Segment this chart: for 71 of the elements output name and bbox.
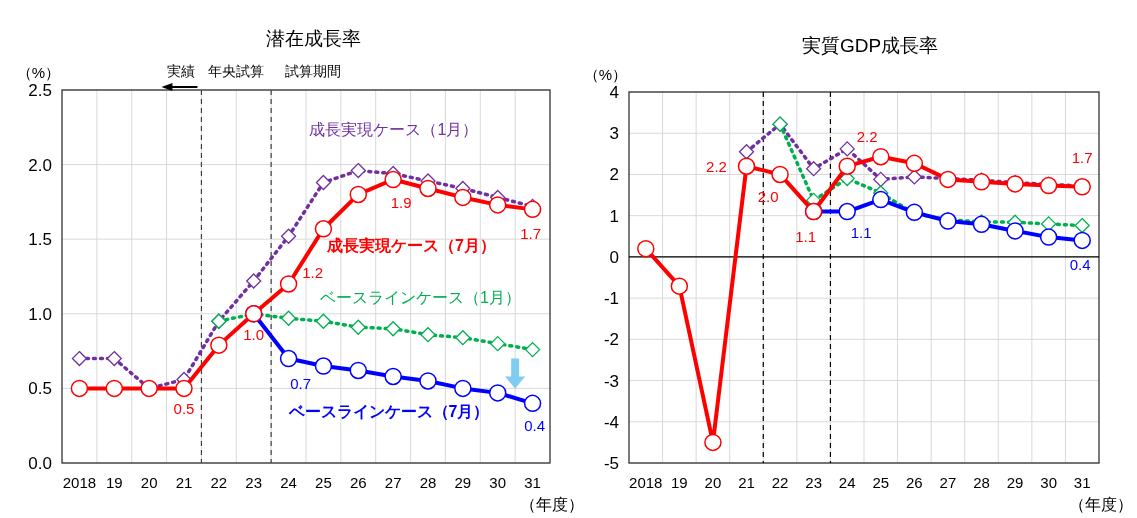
text: 成長実現ケース（1月）	[309, 120, 479, 138]
y-tick-label: 3	[609, 124, 619, 144]
x-tick-label: 27	[939, 474, 957, 491]
data-label: 2.2	[856, 128, 878, 146]
y-tick-label: 1.5	[28, 230, 52, 250]
x-tick-label: 25	[872, 474, 890, 491]
chart-title: 潜在成長率	[265, 28, 361, 49]
y-axis-title: （%）	[16, 64, 60, 81]
x-tick-label: 28	[973, 474, 990, 491]
x-tick-label: 31	[524, 474, 541, 491]
x-tick-label: 27	[384, 474, 402, 491]
series-label: ベースラインケース（7月）	[287, 402, 490, 421]
y-tick-label: 2.5	[28, 81, 52, 100]
y-tick-label: 0.0	[28, 454, 52, 473]
x-tick-label: 29	[454, 474, 472, 491]
y-tick-label: 2	[609, 165, 619, 185]
x-tick-label: 20	[704, 474, 722, 491]
data-label: 1.1	[850, 223, 872, 241]
data-label: 1.9	[390, 193, 412, 211]
x-tick-label: 29	[1006, 474, 1024, 491]
x-tick-label: 26	[906, 474, 923, 491]
y-tick-label: -4	[603, 412, 619, 432]
x-tick-label: 21	[175, 474, 193, 491]
x-tick-label: 22	[771, 474, 789, 491]
data-label: 0.4	[1069, 256, 1091, 274]
data-label: 1.1	[795, 227, 817, 245]
x-tick-label: 28	[419, 474, 437, 491]
data-label: 0.5	[173, 400, 195, 418]
x-tick-label: 26	[349, 474, 367, 491]
x-tick-label: 23	[245, 474, 263, 491]
y-axis-title: （%）	[583, 66, 627, 83]
y-tick-label: 2.0	[28, 155, 52, 175]
y-tick-label: -2	[603, 330, 619, 350]
data-label: 0.4	[524, 417, 545, 435]
data-label: 2.0	[757, 188, 779, 206]
x-axis-title: （年度）	[1069, 496, 1133, 513]
x-tick-label: 24	[838, 474, 856, 491]
chart-title: 実質GDP成長率	[801, 35, 939, 56]
y-tick-label: 0	[609, 247, 619, 267]
x-tick-label: 25	[315, 474, 332, 491]
data-label: 1.7	[1071, 148, 1093, 166]
x-tick-label: 30	[489, 474, 507, 491]
text: 試算期間	[285, 63, 342, 79]
x-tick-label: 20	[140, 474, 158, 491]
x-tick-label: 19	[671, 474, 688, 491]
data-label: 1.7	[520, 225, 541, 243]
series-label: ベースラインケース（1月）	[319, 289, 521, 307]
x-tick-label: 19	[105, 474, 123, 491]
x-tick-label: 31	[1073, 474, 1091, 491]
x-tick-label: 2018	[62, 474, 97, 491]
data-label: 0.7	[290, 374, 311, 392]
data-label: 1.2	[302, 263, 323, 281]
x-tick-label: 2018	[629, 474, 663, 491]
x-tick-label: 23	[805, 474, 822, 491]
y-tick-label: -3	[603, 371, 619, 391]
text: 実績	[167, 63, 196, 79]
y-tick-label: -5	[603, 454, 619, 473]
y-tick-label: 0.5	[28, 379, 52, 399]
data-label: 1.0	[243, 325, 265, 343]
series-label: 成長実現ケース（7月）	[325, 236, 496, 256]
x-tick-label: 24	[280, 474, 297, 491]
x-tick-label: 22	[210, 474, 228, 491]
y-tick-label: 4	[609, 83, 619, 102]
y-tick-label: 1	[609, 206, 619, 226]
data-label: 2.2	[706, 158, 727, 176]
x-axis-title: （年度）	[520, 496, 584, 513]
x-tick-label: 30	[1040, 474, 1057, 491]
y-tick-label: -1	[603, 289, 619, 309]
x-tick-label: 21	[738, 474, 755, 491]
y-tick-label: 1.0	[28, 304, 52, 324]
text: 年央試算	[208, 63, 265, 79]
